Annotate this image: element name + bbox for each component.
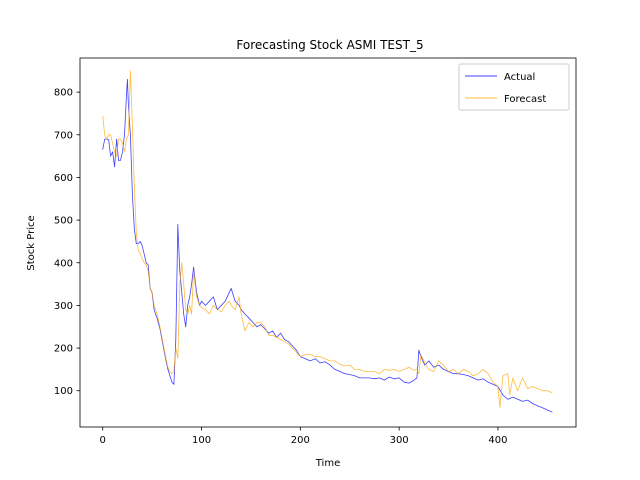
series-line-actual — [102, 78, 553, 413]
y-tick-label: 600 — [54, 173, 73, 184]
x-tick-label: 300 — [390, 435, 409, 446]
legend-label-actual: Actual — [504, 72, 535, 83]
series-line-forecast — [102, 70, 553, 409]
x-tick-label: 400 — [488, 435, 507, 446]
y-axis-label: Stock Price — [26, 215, 37, 270]
y-tick-label: 300 — [54, 301, 73, 312]
x-axis-label: Time — [315, 458, 340, 469]
x-tick-label: 200 — [291, 435, 310, 446]
legend-label-forecast: Forecast — [504, 94, 546, 105]
chart-title: Forecasting Stock ASMI TEST_5 — [236, 38, 423, 52]
plot-frame — [79, 57, 577, 428]
x-tick-label: 0 — [100, 435, 106, 446]
legend: Actual Forecast — [458, 63, 570, 111]
plot-area — [79, 57, 577, 428]
y-tick-label: 700 — [54, 130, 73, 141]
y-tick-label: 200 — [54, 344, 73, 355]
x-tick-label: 100 — [192, 435, 211, 446]
y-tick-label: 800 — [54, 88, 73, 99]
y-tick-label: 400 — [54, 258, 73, 269]
axis-ticks: 0 100 200 300 400 100 200 300 400 500 600 700 800 — [54, 88, 508, 446]
y-tick-label: 500 — [54, 216, 73, 227]
y-tick-label: 100 — [54, 386, 73, 397]
